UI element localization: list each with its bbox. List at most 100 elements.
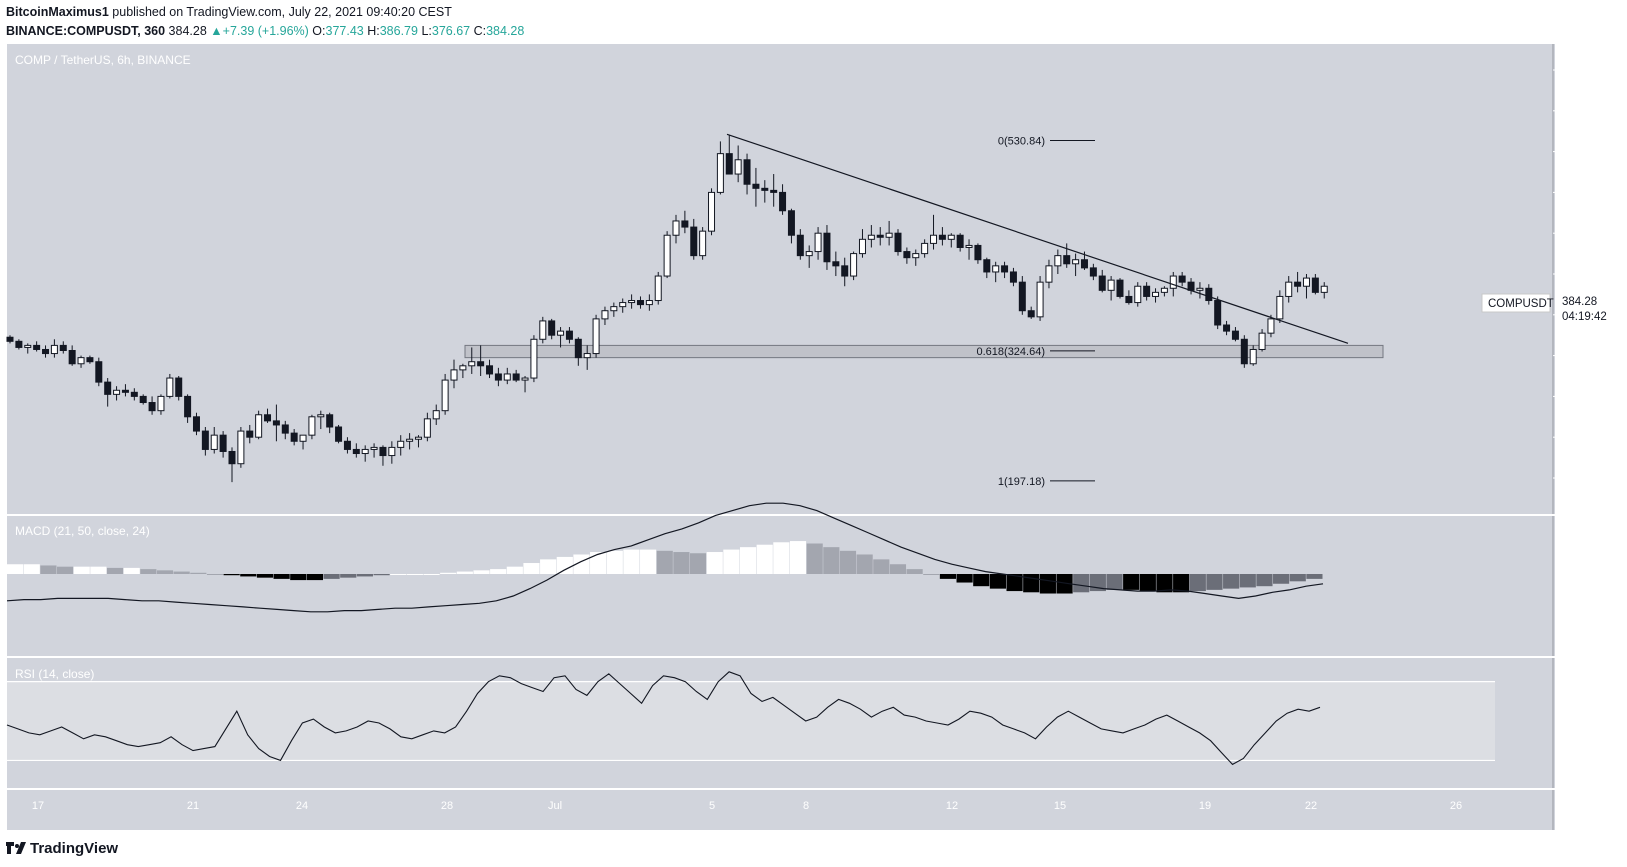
macd-histogram-bar [190,572,207,574]
candle-body [148,402,156,412]
low-label: L: [421,24,432,38]
candle-body [770,189,778,193]
candle-body [86,357,94,363]
candle-body [1240,338,1248,365]
candle-body [42,348,50,355]
candle-body [805,251,813,257]
candle-body [690,226,698,257]
candle-body [1001,265,1009,273]
price-axis-tick: 240.00 [1563,432,1597,444]
candle-body [565,330,573,340]
candle-body [716,153,724,193]
low-value: 376.67 [431,24,471,38]
macd-histogram-bar [973,574,990,587]
candle-body [912,253,920,259]
time-axis-tick: 5 [709,800,715,812]
time-axis-tick: 8 [803,800,809,812]
price-axis-tick: 440.00 [1563,228,1597,240]
macd-histogram-bar [223,574,240,576]
rsi-label: RSI (14, close) [15,667,94,681]
macd-histogram-bar [1139,574,1156,592]
candle-body [1054,255,1062,267]
macd-histogram-bar [540,559,557,574]
macd-pane[interactable] [7,516,1555,656]
candle-body [15,340,23,348]
candle-body [983,259,991,273]
macd-histogram-bar [1106,574,1123,590]
candle-body [237,430,245,465]
time-axis-tick: 28 [441,800,453,812]
rsi-axis-tick: 40.00 [1563,736,1591,748]
macd-histogram-bar [1006,574,1023,592]
candle-body [1294,281,1302,287]
candle-body [1080,259,1088,269]
candle-body [6,336,14,342]
price-axis-tick: 480.00 [1563,187,1597,199]
candle-body [352,448,360,455]
macd-histogram-bar [1056,574,1073,594]
candle-body [370,446,378,450]
candle-body [326,414,334,428]
candle-body [1169,275,1177,289]
candle-body [1302,277,1310,287]
macd-histogram-bar [56,566,74,574]
time-axis-tick: 26 [1450,800,1462,812]
candle-body [752,183,760,189]
macd-histogram-bar [556,556,573,574]
candle-body [423,418,431,438]
candle-body [468,361,476,367]
price-pane-title: COMP / TetherUS, 6h, BINANCE [15,53,191,67]
macd-axis-tick: −25.00 [1563,600,1597,612]
macd-histogram-bar [140,569,157,574]
price-axis-tick: 200.00 [1563,473,1597,485]
publish-line: BitcoinMaximus1 published on TradingView… [6,3,524,22]
candle-body [1125,295,1133,304]
macd-histogram-bar [656,550,673,574]
macd-histogram-bar [340,574,357,578]
currency-label: USDT [1584,54,1614,66]
macd-histogram-bar [90,566,107,574]
time-axis-tick: 22 [1305,800,1317,812]
high-label: H: [367,24,380,38]
candle-body [823,232,831,263]
candle-body [708,191,716,232]
change-arrow-icon: ▲ [210,24,223,38]
candle-body [645,300,653,306]
candle-body [1134,285,1142,304]
time-axis-tick: 15 [1054,800,1066,812]
candle-body [157,395,165,412]
time-axis-bg[interactable] [7,790,1555,830]
candle-body [1223,324,1231,332]
candle-body [477,361,485,367]
candle-body [974,244,982,261]
candle-body [228,450,236,465]
rsi-line [6,671,1321,766]
macd-signal-line [6,502,1324,613]
candle-body [441,379,449,412]
price-axis-tick: 600.00 [1563,65,1597,77]
candle-body [308,416,316,436]
price-tag-symbol-box [1481,293,1551,313]
support-zone [464,344,1384,359]
symbol-line: BINANCE:COMPUSDT, 360 [6,24,166,38]
close-value: 384.28 [486,24,525,38]
tradingview-logo[interactable]: TradingView [6,840,118,857]
price-tag-symbol: COMPUSDT [1488,298,1554,310]
candle-body [290,432,298,442]
author-name[interactable]: BitcoinMaximus1 [6,5,109,19]
candle-body [95,361,103,383]
macd-histogram-bar [356,574,373,577]
candle-body [192,416,200,432]
macd-histogram-bar [473,570,490,574]
candle-body [1072,259,1080,265]
candle-body [601,310,609,320]
candle-body [548,320,556,336]
candle-body [1143,285,1151,297]
price-pane[interactable] [7,44,1555,514]
candle-body [1258,332,1266,350]
candle-body [175,377,183,397]
price-tag-price: 384.28 [1562,296,1597,308]
candle-body [930,234,938,244]
published-text: published on TradingView.com, July 22, 2… [112,5,452,19]
candle-body [858,238,866,255]
